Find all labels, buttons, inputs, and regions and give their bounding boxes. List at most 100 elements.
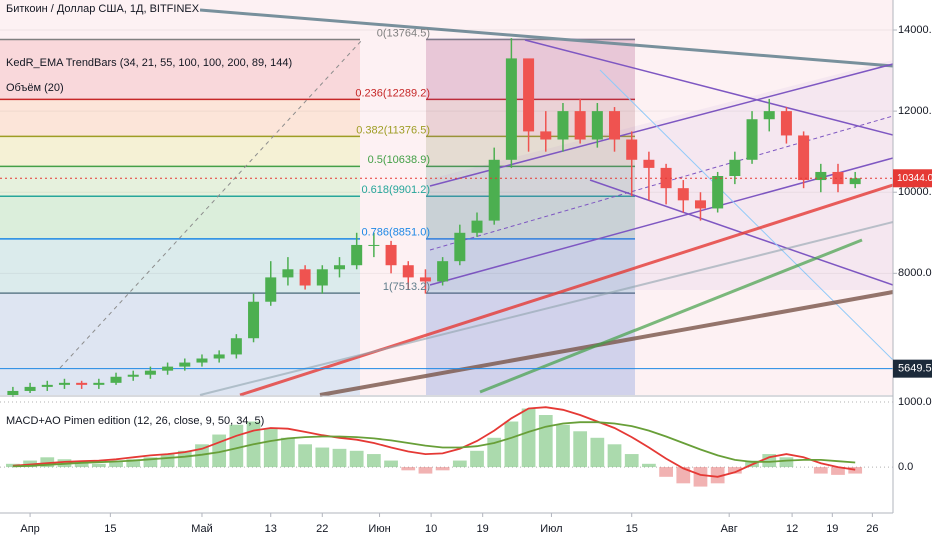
candle-body — [385, 244, 397, 266]
candle-body — [454, 232, 466, 262]
signal-line — [12, 421, 856, 468]
candle-body — [712, 176, 724, 209]
fib-label: 0(13764.5) — [377, 27, 430, 39]
fib-label: 0.382(11376.5) — [356, 124, 430, 136]
fib-zone — [0, 166, 360, 197]
macd-histogram-bar — [504, 421, 519, 468]
time-axis — [0, 513, 893, 550]
candle-body — [282, 269, 294, 278]
macd-histogram-bar — [452, 460, 467, 468]
candle-body — [333, 265, 345, 270]
candle-body — [609, 111, 621, 140]
candle-body — [230, 338, 242, 355]
candle-body — [248, 301, 260, 339]
candle-body — [471, 220, 483, 233]
macd-histogram-bar — [401, 467, 416, 471]
macd-histogram-bar — [470, 450, 484, 468]
x-tick-label: Июн — [368, 523, 390, 535]
candle-body — [523, 58, 535, 132]
chart-title: Биткоин / Доллар США, 1Д, BITFINEX — [6, 3, 200, 15]
candle-body — [7, 390, 19, 395]
candle-body — [93, 382, 105, 385]
moving-average — [319, 290, 894, 397]
x-tick-label: 22 — [316, 523, 328, 535]
macd-histogram-bar — [590, 437, 605, 468]
candle-body — [162, 366, 174, 371]
x-tick-label: Авг — [721, 523, 738, 535]
trend-line — [429, 63, 894, 187]
candle-body — [196, 358, 208, 363]
y-tick-label: 10000.0 — [898, 186, 932, 198]
candle-body — [540, 131, 552, 140]
fib-label: 0.5(10638.9) — [368, 154, 430, 166]
macd-histogram-bar — [298, 444, 312, 468]
candle-body — [591, 111, 603, 140]
candle-body — [694, 200, 706, 209]
x-tick-label: 10 — [425, 523, 437, 535]
macd-histogram-bar — [693, 467, 708, 487]
candle-body — [763, 111, 775, 120]
trend-line — [599, 69, 894, 361]
macd-tick-label: 0.0 — [898, 461, 913, 473]
channel-fill — [426, 60, 893, 290]
moving-average — [479, 238, 863, 394]
x-tick-label: 19 — [477, 523, 489, 535]
candle-body — [849, 178, 861, 185]
candle-body — [265, 277, 277, 302]
macd-histogram-bar — [521, 408, 536, 468]
fib-label: 1(7513.2) — [383, 281, 430, 293]
macd-histogram-bar — [538, 415, 553, 468]
candle-body — [557, 111, 569, 140]
macd-title: MACD+AO Pimen edition (12, 26, close, 9,… — [6, 415, 264, 427]
macd-histogram-bar — [315, 447, 330, 468]
moving-average — [199, 221, 894, 396]
macd-histogram-bar — [556, 424, 570, 468]
candle-body — [179, 362, 191, 367]
macd-tick-label: 1000.0 — [898, 396, 932, 408]
x-tick-label: 19 — [826, 523, 838, 535]
fib-zone — [0, 196, 360, 239]
macd-histogram-bar — [40, 457, 55, 468]
fib-zone — [0, 293, 360, 395]
macd-histogram-bar — [607, 444, 622, 468]
macd-histogram-bar — [710, 467, 725, 484]
moving-average — [239, 183, 894, 397]
macd-histogram-bar — [624, 454, 639, 468]
macd-histogram-bar — [281, 437, 295, 468]
macd-histogram-bar — [418, 467, 433, 474]
macd-histogram-bar — [160, 454, 175, 468]
last-price-label: 10344.0 — [897, 173, 932, 184]
macd-histogram-bar — [831, 467, 845, 475]
fib-zone — [0, 39, 360, 100]
macd-histogram-bar — [263, 428, 278, 468]
candle-body — [643, 159, 655, 168]
macd-histogram-bar — [487, 437, 502, 468]
macd-histogram-bar — [109, 461, 123, 468]
fib-label: 0.786(8851.0) — [362, 227, 431, 239]
candle-body — [815, 171, 827, 181]
x-tick-label: 13 — [265, 523, 277, 535]
candle-body — [832, 171, 844, 185]
macd-histogram-bar — [366, 454, 381, 468]
macd-histogram-bar — [727, 467, 742, 474]
candle-body — [299, 269, 311, 286]
macd-histogram-bar — [143, 457, 158, 468]
macd-histogram-bar — [573, 431, 588, 468]
macd-histogram-bar — [779, 457, 794, 468]
x-tick-label: 12 — [786, 523, 798, 535]
candle-body — [127, 374, 139, 377]
fib-zone — [426, 166, 635, 197]
candle-body — [368, 244, 380, 246]
candle-body — [746, 119, 758, 160]
macd-histogram-bar — [229, 424, 244, 468]
x-tick-label: 15 — [626, 523, 638, 535]
fib-zone — [0, 99, 360, 137]
macd-histogram-bar — [126, 459, 141, 468]
price-badge-label: 5649.5 — [898, 363, 932, 375]
candle-body — [780, 111, 792, 136]
indicator-label: Объём (20) — [6, 82, 64, 94]
candle-body — [402, 265, 414, 278]
x-tick-label: Апр — [20, 523, 39, 535]
candle-body — [505, 58, 517, 160]
